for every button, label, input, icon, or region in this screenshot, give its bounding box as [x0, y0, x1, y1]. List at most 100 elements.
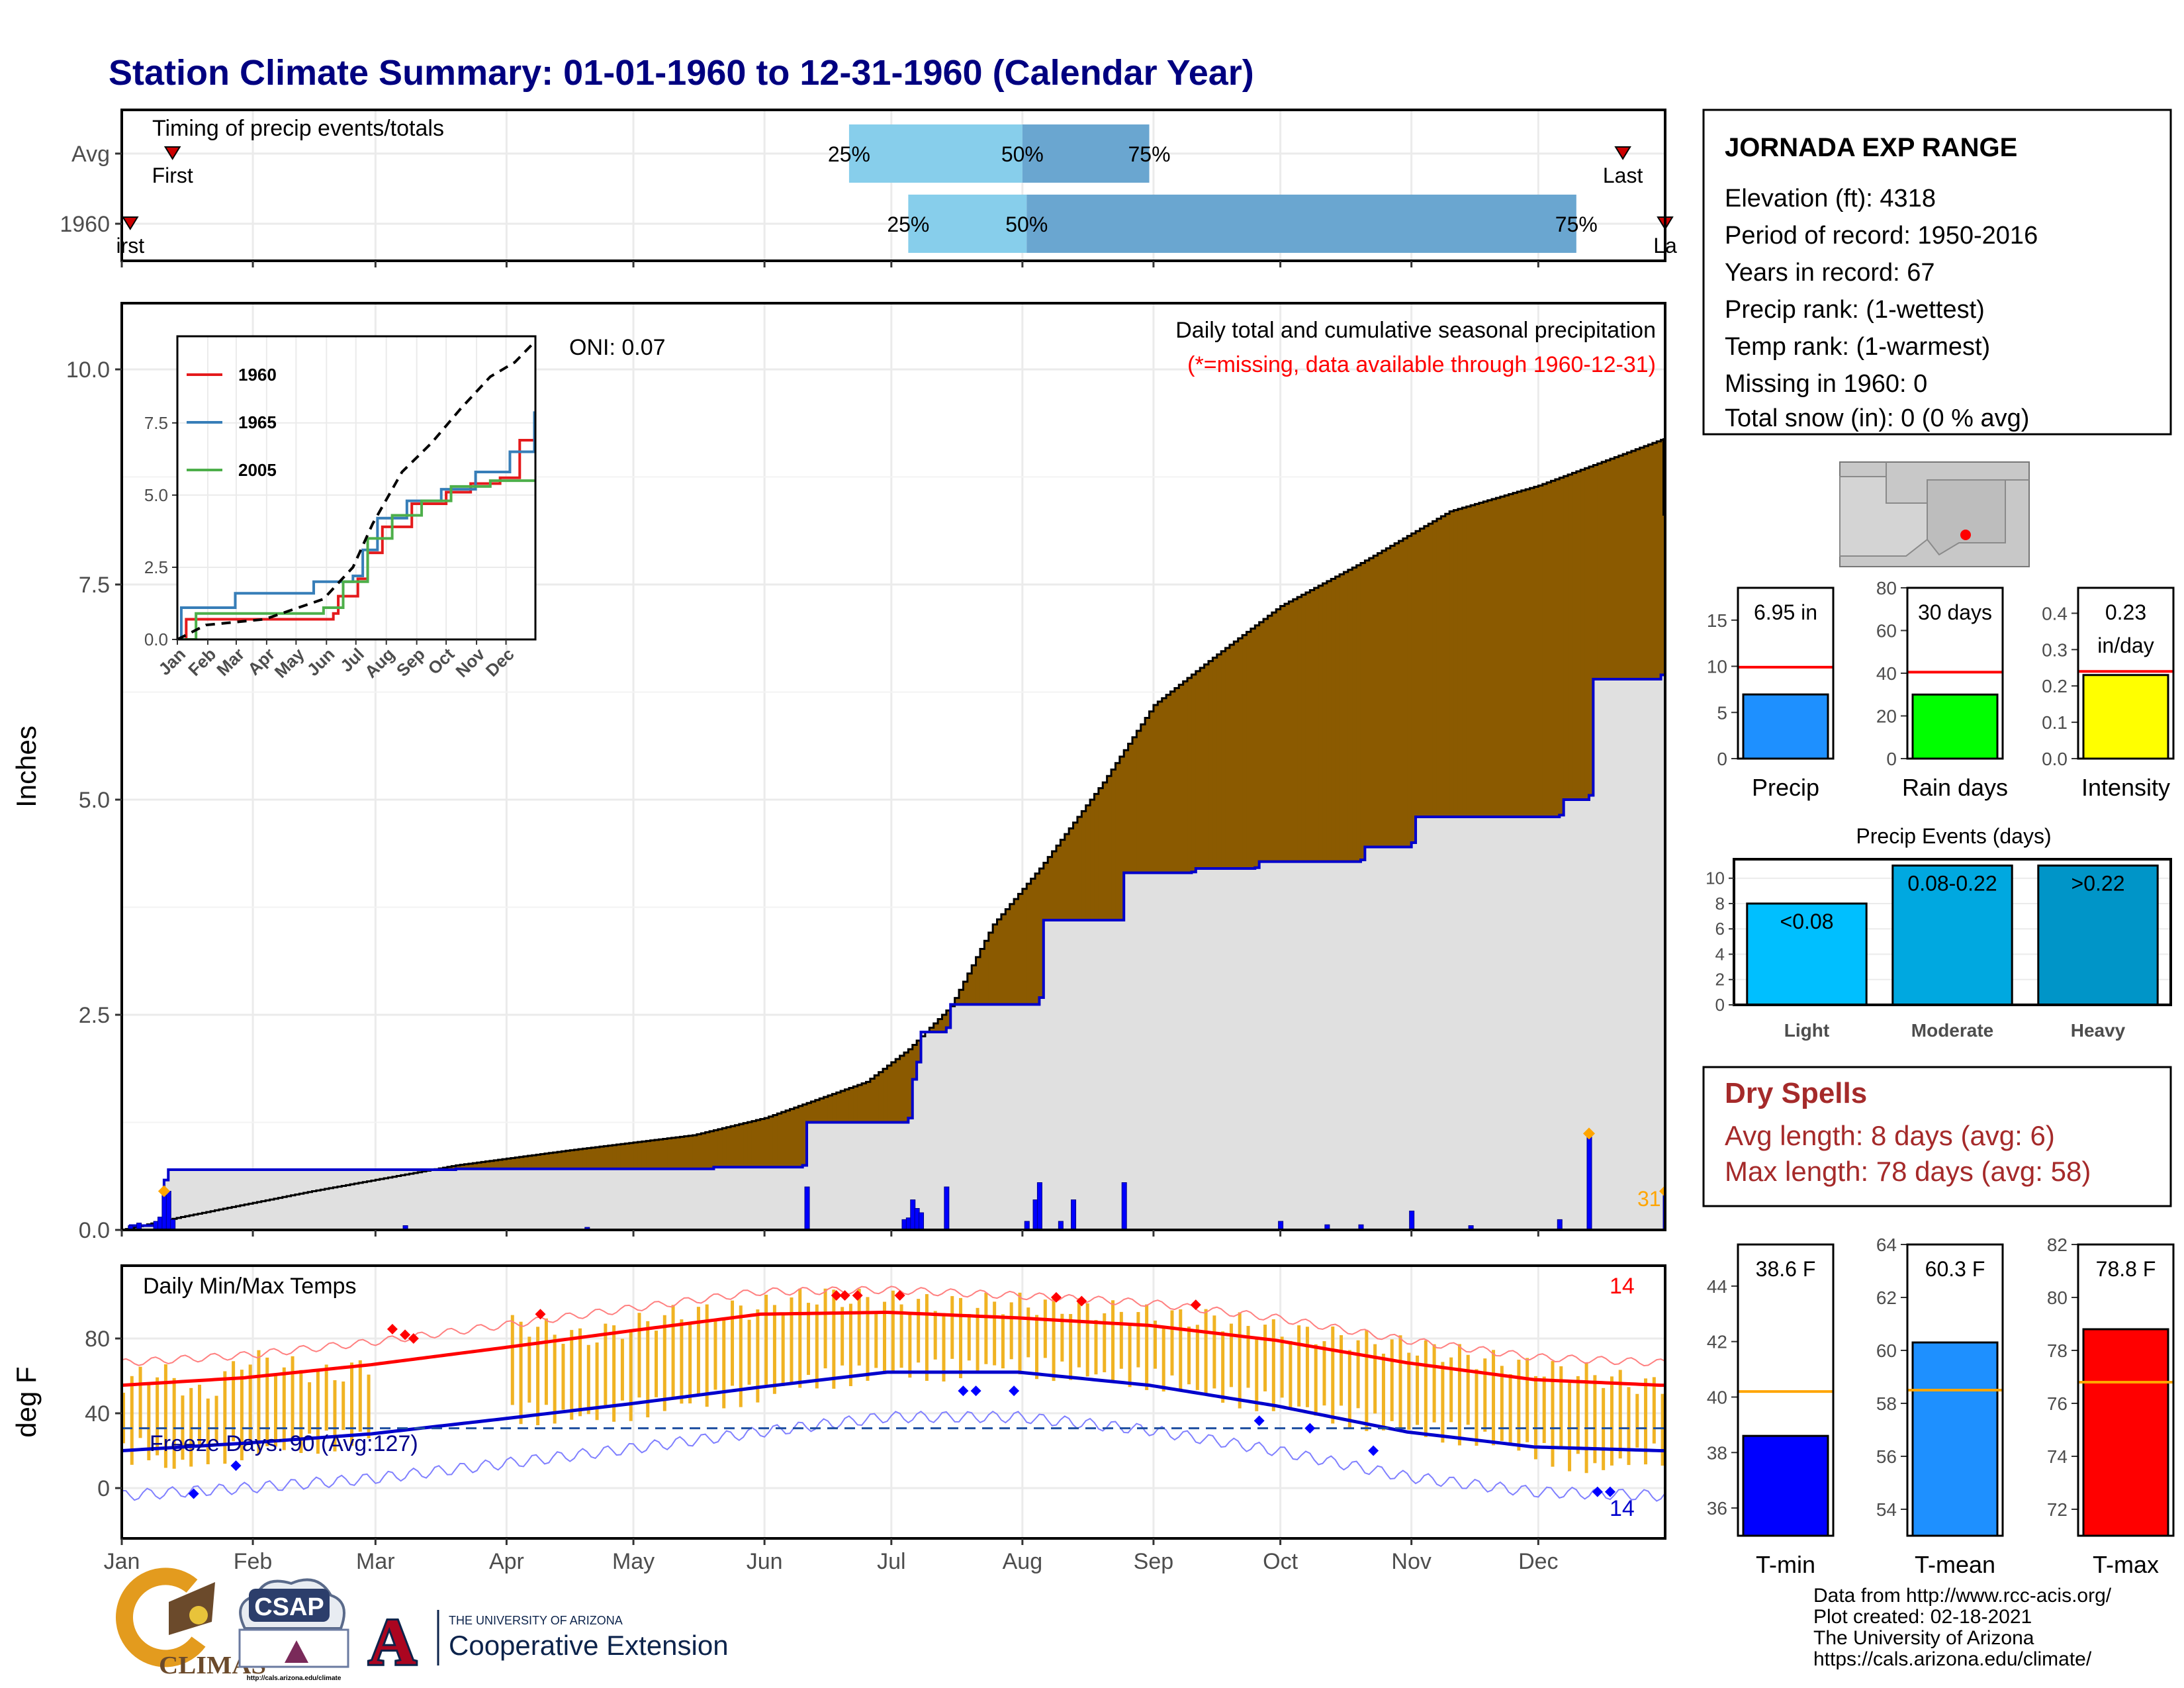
summary-intensity-ytick-label: 0.1 [2042, 712, 2068, 733]
daily-temp-range-bar [1416, 1355, 1420, 1425]
daily-temp-range-bar [1103, 1313, 1107, 1373]
precip-surplus-segment [1216, 654, 1222, 868]
timing-row-label: 1960 [60, 212, 110, 237]
precip-surplus-segment [502, 1159, 508, 1169]
precip-surplus-segment [832, 1094, 837, 1123]
precip-surplus-segment [692, 1135, 698, 1169]
daily-temp-range-bar [1009, 1302, 1013, 1360]
precip-surplus-segment [1563, 476, 1569, 800]
precip-surplus-segment [659, 1139, 664, 1169]
dry-spells-title: Dry Spells [1725, 1077, 1867, 1109]
events-bar-light [1746, 902, 1868, 1006]
summary-intensity-ytick-label: 0.3 [2042, 639, 2068, 660]
precip-surplus-segment [772, 1115, 778, 1168]
daily-precip-bar [170, 1219, 176, 1230]
x-month-label-mar: Mar [356, 1549, 395, 1574]
temp-bar-t-mean-title: T-mean [1915, 1551, 1995, 1578]
precip-surplus-segment [1377, 553, 1383, 847]
daily-temp-range-bar [324, 1364, 328, 1431]
precip-surplus-segment [1280, 606, 1285, 862]
daily-temp-range-bar [240, 1370, 244, 1461]
daily-temp-range-bar [1179, 1309, 1183, 1392]
precip-surplus-segment [620, 1144, 625, 1169]
daily-temp-range-bar [232, 1361, 236, 1442]
inset-line-2005 [177, 479, 535, 639]
missing-line: Missing in 1960: 0 [1725, 370, 1927, 398]
precip-surplus-segment [1631, 451, 1636, 679]
inset-legend-label-1965: 1965 [238, 412, 277, 432]
precip-surplus-segment [1297, 596, 1302, 862]
precip-surplus-segment [1627, 452, 1632, 679]
footer-website: https://cals.arizona.edu/climate/ [1813, 1648, 2092, 1670]
daily-temp-range-bar [291, 1356, 295, 1440]
x-month-label-sep: Sep [1134, 1549, 1174, 1574]
temp-bar-t-max-ytick-label: 82 [2047, 1235, 2068, 1255]
precip-surplus-segment [1246, 632, 1251, 868]
daily-temp-range-bar [1229, 1323, 1233, 1387]
precip-surplus-segment [646, 1141, 651, 1169]
precip-surplus-segment [1242, 635, 1248, 868]
temp-bar-t-min-ytick-label: 44 [1707, 1276, 1727, 1297]
daily-temp-range-bar [976, 1307, 979, 1373]
precip-surplus-segment [1606, 460, 1611, 679]
precip-surplus-segment [1174, 688, 1179, 873]
precip-ytick-label: 5.0 [79, 788, 110, 813]
daily-temp-range-bar [1043, 1299, 1047, 1358]
precip-surplus-segment [1648, 444, 1653, 679]
daily-temp-range-bar [764, 1294, 768, 1385]
freeze-label: Freeze Days: 90 (Avg:127) [150, 1431, 418, 1456]
daily-temp-range-bar [899, 1304, 903, 1368]
precip-surplus-segment [1001, 914, 1006, 1005]
daily-temp-range-bar [722, 1317, 726, 1409]
daily-temp-range-bar [1390, 1339, 1394, 1421]
precip-surplus-segment [599, 1147, 604, 1169]
daily-temp-range-bar [841, 1307, 844, 1366]
precip-surplus-segment [485, 1161, 490, 1169]
summary-intensity-ytick-label: 0.0 [2042, 749, 2068, 769]
daily-temp-range-bar [1060, 1313, 1064, 1362]
dry-spells-box: Dry Spells Avg length: 8 days (avg: 6) M… [1702, 1066, 2172, 1207]
precip-surplus-segment [713, 1130, 719, 1168]
precip-surplus-segment [489, 1160, 494, 1169]
daily-precip-bar [944, 1186, 950, 1230]
precip-surplus-segment [1111, 769, 1116, 920]
daily-temp-range-bar [350, 1362, 354, 1446]
precip-surplus-segment [1289, 601, 1294, 862]
precip-surplus-segment [515, 1157, 520, 1169]
max-precip-marker [1659, 1185, 1665, 1197]
daily-temp-range-bar [823, 1288, 827, 1369]
events-bar-label-light: <0.08 [1780, 910, 1834, 933]
daily-temp-range-bar [1153, 1320, 1157, 1369]
precip-surplus-segment [641, 1141, 647, 1169]
precip-surplus-segment [942, 1015, 947, 1032]
daily-temp-range-bar [1466, 1354, 1470, 1425]
daily-temp-range-bar [138, 1366, 142, 1438]
daily-temp-range-bar [1644, 1378, 1648, 1465]
timing-bar-50-75 [1022, 124, 1150, 183]
summary-rain-days-frame [1906, 586, 2004, 760]
summary-intensity-title: Intensity [2081, 774, 2170, 801]
daily-temp-range-bar [1449, 1357, 1453, 1423]
precip-surplus-segment [671, 1137, 676, 1169]
precip-surplus-segment [1153, 705, 1158, 873]
precip-surplus-segment [1652, 443, 1657, 679]
precip-surplus-segment [1602, 461, 1607, 679]
inset-line-1960 [177, 426, 535, 639]
precip-surplus-segment [1022, 888, 1027, 1005]
daily-precip-bar [1409, 1210, 1415, 1230]
daily-temp-range-bar [223, 1371, 227, 1464]
daily-temp-range-bar [620, 1338, 624, 1401]
precip-surplus-segment [1411, 533, 1416, 843]
daily-temp-range-bar [172, 1378, 176, 1469]
precip-surplus-segment [853, 1086, 858, 1123]
daily-precip-bar [804, 1186, 810, 1230]
daily-temp-range-bar [1432, 1344, 1436, 1423]
precip-surplus-segment [1416, 531, 1421, 817]
precip-surplus-segment [460, 1164, 465, 1169]
daily-temp-range-bar [739, 1305, 743, 1407]
x-month-label-may: May [612, 1549, 655, 1574]
precip-surplus-segment [764, 1118, 770, 1168]
daily-temp-range-bar [1365, 1329, 1369, 1431]
precip-surplus-segment [735, 1125, 740, 1168]
precip-surplus-segment [578, 1149, 584, 1169]
